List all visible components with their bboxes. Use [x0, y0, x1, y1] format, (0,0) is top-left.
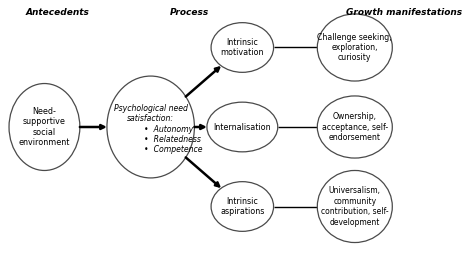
Ellipse shape — [207, 102, 278, 152]
Text: Antecedents: Antecedents — [26, 8, 90, 17]
Ellipse shape — [317, 170, 392, 243]
Text: Intrinsic
aspirations: Intrinsic aspirations — [220, 197, 264, 216]
Text: Internalisation: Internalisation — [213, 122, 271, 132]
Ellipse shape — [317, 14, 392, 81]
Text: Process: Process — [169, 8, 209, 17]
Text: Growth manifestations: Growth manifestations — [346, 8, 463, 17]
Text: Challenge seeking,
exploration,
curiosity: Challenge seeking, exploration, curiosit… — [318, 33, 392, 62]
Ellipse shape — [9, 84, 80, 170]
Ellipse shape — [211, 182, 273, 231]
Text: Need-
supportive
social
environment: Need- supportive social environment — [19, 107, 70, 147]
Ellipse shape — [211, 23, 273, 72]
Text: Intrinsic
motivation: Intrinsic motivation — [220, 38, 264, 57]
Text: Universalism,
community
contribution, self-
development: Universalism, community contribution, se… — [321, 186, 389, 227]
Text: •  Autonomy
•  Relatedness
•  Competence: • Autonomy • Relatedness • Competence — [145, 124, 203, 154]
Text: Psychological need
satisfaction:: Psychological need satisfaction: — [114, 104, 188, 123]
Ellipse shape — [317, 96, 392, 158]
Ellipse shape — [107, 76, 194, 178]
Text: Ownership,
acceptance, self-
endorsement: Ownership, acceptance, self- endorsement — [322, 112, 388, 142]
